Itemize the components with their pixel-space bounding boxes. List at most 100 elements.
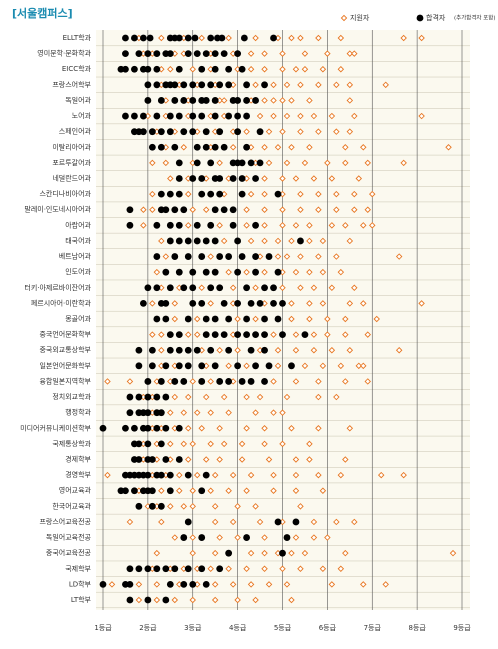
applicant-point xyxy=(279,128,286,135)
accepted-point xyxy=(261,378,268,385)
accepted-point xyxy=(218,34,226,42)
accepted-point xyxy=(193,143,201,151)
accepted-point xyxy=(202,331,210,339)
accepted-point xyxy=(131,424,138,432)
accepted-point xyxy=(297,237,304,245)
applicant-point xyxy=(194,331,201,338)
applicant-point xyxy=(328,346,336,354)
accepted-point xyxy=(252,331,259,339)
applicant-point xyxy=(306,268,313,276)
accepted-point xyxy=(148,487,156,495)
applicant-point xyxy=(342,549,349,557)
accepted-point xyxy=(225,112,233,120)
accepted-point xyxy=(166,128,174,136)
accepted-point xyxy=(202,143,210,151)
accepted-point xyxy=(184,34,192,42)
applicant-point xyxy=(369,222,376,229)
accepted-point xyxy=(202,268,210,276)
accepted-point xyxy=(225,346,233,354)
accepted-point xyxy=(243,284,251,292)
applicant-point xyxy=(189,503,196,510)
applicant-point xyxy=(279,222,286,229)
accepted-point xyxy=(157,378,165,385)
applicant-point xyxy=(418,112,425,120)
accepted-point xyxy=(175,362,183,370)
applicant-point xyxy=(171,315,179,323)
applicant-point xyxy=(319,487,327,494)
applicant-point xyxy=(292,487,300,494)
x-tick-label: 4등급 xyxy=(229,624,247,632)
accepted-point xyxy=(148,456,156,463)
applicant-point xyxy=(342,456,349,463)
accepted-point xyxy=(126,393,134,401)
accepted-point xyxy=(162,596,170,604)
applicant-point xyxy=(220,393,228,401)
accepted-point xyxy=(135,565,143,573)
category-label: 이탈리아어과 xyxy=(52,142,91,151)
applicant-point xyxy=(324,159,331,167)
accepted-point xyxy=(216,565,224,573)
applicant-point xyxy=(319,300,327,307)
accepted-point xyxy=(243,97,251,104)
applicant-point xyxy=(207,440,214,448)
applicant-point xyxy=(301,159,309,167)
accepted-point xyxy=(202,50,210,58)
applicant-point xyxy=(364,378,371,385)
applicant-point xyxy=(207,409,214,416)
accepted-point xyxy=(189,128,197,136)
applicant-point xyxy=(306,237,313,245)
applicant-point xyxy=(337,362,345,370)
accepted-point xyxy=(122,112,129,120)
accepted-point xyxy=(166,237,174,245)
category-label: 아랍어과 xyxy=(65,220,91,229)
category-label: LT학부 xyxy=(71,595,92,604)
legend-marker xyxy=(416,14,424,22)
applicant-point xyxy=(229,144,237,151)
applicant-point xyxy=(333,206,340,213)
applicant-point xyxy=(270,471,277,479)
applicant-point xyxy=(369,190,376,198)
applicant-point xyxy=(185,456,192,463)
applicant-point xyxy=(243,487,250,494)
applicant-point xyxy=(324,331,331,338)
applicant-point xyxy=(185,222,192,229)
accepted-point xyxy=(252,97,259,104)
applicant-point xyxy=(243,393,250,401)
accepted-point xyxy=(261,315,268,323)
applicant-point xyxy=(180,503,188,510)
applicant-point xyxy=(301,362,309,370)
applicant-point xyxy=(162,159,170,167)
applicant-point xyxy=(328,222,336,229)
accepted-point xyxy=(166,112,174,120)
accepted-point xyxy=(126,596,134,604)
applicant-point xyxy=(229,581,237,588)
accepted-point xyxy=(256,159,264,167)
accepted-point xyxy=(162,362,170,370)
applicant-point xyxy=(158,487,165,494)
accepted-point xyxy=(144,65,152,73)
accepted-point xyxy=(274,518,282,526)
applicant-point xyxy=(337,471,345,479)
accepted-point xyxy=(247,378,255,385)
applicant-point xyxy=(292,331,300,338)
accepted-point xyxy=(180,97,188,104)
applicant-point xyxy=(297,128,304,135)
accepted-point xyxy=(144,409,152,417)
applicant-point xyxy=(400,471,407,479)
accepted-point xyxy=(189,97,197,104)
applicant-point xyxy=(153,549,161,557)
applicant-point xyxy=(319,362,327,370)
category-label: 말레이·인도네시아어과 xyxy=(24,205,91,214)
accepted-point xyxy=(157,143,165,151)
category-label: 미디어커뮤니케이션학부 xyxy=(20,423,91,432)
applicant-point xyxy=(418,34,425,42)
applicant-point xyxy=(364,206,371,213)
applicant-point xyxy=(315,128,322,135)
applicant-point xyxy=(288,596,295,604)
applicant-point xyxy=(167,440,174,448)
applicant-point xyxy=(211,518,219,526)
accepted-point xyxy=(189,268,197,276)
category-label: 영미문학·문화학과 xyxy=(37,49,91,58)
accepted-point xyxy=(225,315,233,323)
